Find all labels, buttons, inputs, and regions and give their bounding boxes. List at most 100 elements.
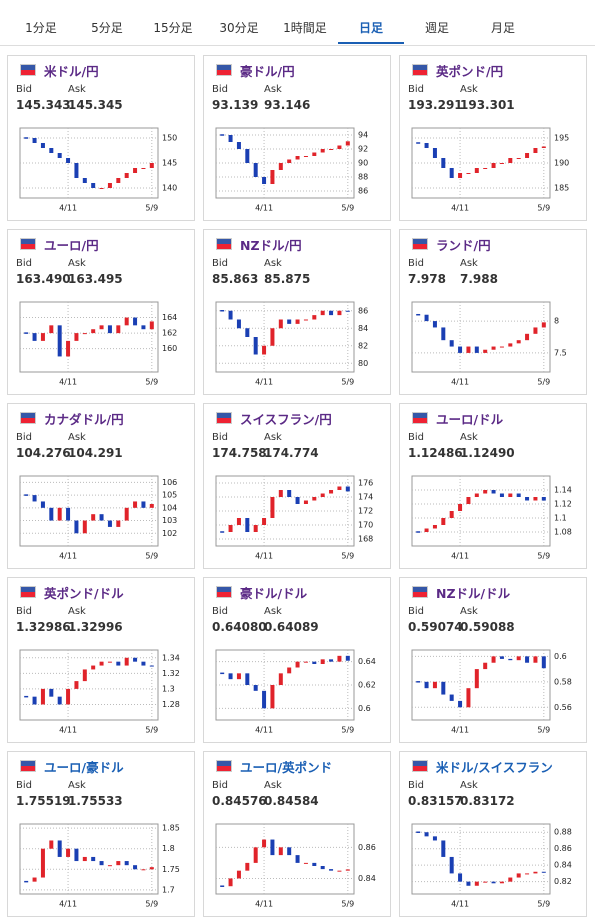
plot-frame — [19, 649, 159, 721]
pair-title[interactable]: 豪ドル/円 — [240, 64, 295, 79]
candle — [91, 665, 96, 670]
ask-label: Ask — [68, 606, 86, 617]
candle — [458, 700, 463, 708]
x-tick-label: 5/9 — [537, 552, 550, 561]
ask-value: 193.301 — [460, 98, 515, 112]
tab[interactable]: 5分足 — [91, 21, 123, 35]
pair-card[interactable]: ランド/円 Bid Ask 7.978 7.988 7.5 8 4/11 5/9 — [399, 229, 587, 395]
candle — [337, 486, 342, 490]
ask-label: Ask — [264, 84, 282, 95]
pair-title[interactable]: カナダドル/円 — [44, 412, 124, 427]
tab[interactable]: 15分足 — [153, 21, 193, 35]
candle — [66, 158, 71, 163]
tab-bar — [0, 0, 595, 46]
y-tick-label: 0.84 — [554, 861, 572, 870]
pair-title[interactable]: 英ポンド/円 — [436, 64, 504, 79]
tab[interactable]: 月足 — [490, 21, 515, 35]
pair-card[interactable]: 米ドル/スイスフラン Bid Ask 0.83157 0.83172 0.82 0.84 0.… — [399, 751, 587, 917]
bid-label: Bid — [212, 432, 228, 443]
y-tick-label: 1.08 — [554, 528, 572, 537]
flag-icon — [20, 412, 36, 424]
y-tick-label: 104 — [162, 503, 177, 512]
ask-label: Ask — [460, 258, 478, 269]
candle — [40, 333, 45, 341]
pair-card[interactable]: ユーロ/ドル Bid Ask 1.12486 1.12490 1.08 1.1 1.12 1.1… — [399, 403, 587, 569]
pair-card[interactable]: 英ポンド/ドル Bid Ask 1.32986 1.32996 1.28 1.3 1.32 1.… — [7, 577, 195, 743]
candle — [116, 178, 121, 183]
pair-title[interactable]: ユーロ/ドル — [436, 412, 504, 427]
mini-chart: 1.28 1.3 1.32 1.34 4/11 5/9 — [19, 649, 180, 735]
x-tick-label: 4/11 — [59, 552, 77, 561]
y-tick-label: 160 — [162, 344, 177, 353]
pair-card[interactable]: NZドル/円 Bid Ask 85.863 85.875 80 82 84 86 4/11 5/9 — [203, 229, 391, 395]
x-tick-label: 5/9 — [341, 204, 354, 213]
pair-card[interactable]: ユーロ/英ポンド Bid Ask 0.84576 0.84584 0.84 0.86 4/11… — [203, 751, 391, 917]
candle — [345, 869, 350, 871]
pair-title[interactable]: ランド/円 — [436, 238, 491, 253]
candle — [525, 333, 530, 341]
pair-card[interactable]: 英ポンド/円 Bid Ask 193.291 193.301 185 190 195 4/11 5… — [399, 55, 587, 221]
pair-card[interactable]: スイスフラン/円 Bid Ask 174.758 174.774 168 170 172 174… — [203, 403, 391, 569]
bid-value: 1.75519 — [16, 794, 71, 808]
x-tick-label: 5/9 — [145, 204, 158, 213]
ask-label: Ask — [264, 780, 282, 791]
candle — [32, 495, 37, 502]
x-tick-label: 4/11 — [255, 204, 273, 213]
candle — [491, 346, 496, 350]
pair-title[interactable]: 米ドル/スイスフラン — [436, 760, 553, 775]
pair-title[interactable]: ユーロ/円 — [44, 238, 99, 253]
pair-card[interactable]: ユーロ/豪ドル Bid Ask 1.75519 1.75533 1.7 1.75 1.8 1.8… — [7, 751, 195, 917]
mini-chart: 160 162 164 4/11 5/9 — [19, 301, 177, 387]
pair-card[interactable]: 米ドル/円 Bid Ask 145.343 145.345 140 145 150 4/11 5/… — [7, 55, 195, 221]
pair-card[interactable]: カナダドル/円 Bid Ask 104.276 104.291 102 103 104 105 1… — [7, 403, 195, 569]
bid-value: 1.12486 — [408, 446, 463, 460]
pair-card[interactable]: 豪ドル/ドル Bid Ask 0.64080 0.64089 0.6 0.62 0.64 4/1… — [203, 577, 391, 743]
flag-icon — [20, 586, 36, 598]
candle — [278, 163, 283, 170]
pair-title[interactable]: NZドル/ドル — [436, 586, 511, 601]
tab[interactable]: 週足 — [424, 21, 449, 35]
ask-label: Ask — [264, 432, 282, 443]
candle — [82, 669, 87, 682]
ask-value: 1.12490 — [460, 446, 515, 460]
x-tick-label: 4/11 — [255, 552, 273, 561]
candle — [245, 862, 250, 871]
candle — [458, 346, 463, 353]
pair-title[interactable]: ユーロ/英ポンド — [240, 760, 333, 775]
candle — [124, 317, 129, 326]
pair-card[interactable]: NZドル/ドル Bid Ask 0.59074 0.59088 0.56 0.58 0.6 4/… — [399, 577, 587, 743]
pair-title[interactable]: 米ドル/円 — [44, 64, 99, 79]
candle — [49, 148, 54, 153]
pair-card[interactable]: 豪ドル/円 Bid Ask 93.139 93.146 86 88 90 92 94 4/11 5/9 — [203, 55, 391, 221]
x-tick-label: 5/9 — [145, 378, 158, 387]
tab[interactable]: 1分足 — [25, 21, 57, 35]
bid-label: Bid — [16, 258, 32, 269]
tab[interactable]: 日足 — [338, 0, 404, 44]
tab[interactable]: 1時間足 — [283, 21, 327, 35]
candle — [483, 881, 488, 883]
x-tick-label: 4/11 — [59, 900, 77, 909]
tab[interactable]: 30分足 — [219, 21, 259, 35]
flag-icon — [412, 412, 428, 424]
pair-card[interactable]: ユーロ/円 Bid Ask 163.490 163.495 160 162 164 4/11 5/… — [7, 229, 195, 395]
candle — [149, 665, 154, 667]
pair-title[interactable]: 豪ドル/ドル — [240, 586, 308, 601]
pair-title[interactable]: NZドル/円 — [240, 238, 302, 253]
pair-title[interactable]: ユーロ/豪ドル — [44, 760, 124, 775]
candle — [107, 183, 112, 188]
candle — [124, 657, 129, 666]
y-tick-label: 90 — [358, 159, 368, 168]
x-tick-label: 4/11 — [451, 726, 469, 735]
mini-chart: 80 82 84 86 4/11 5/9 — [215, 301, 368, 387]
pair-title[interactable]: スイスフラン/円 — [240, 412, 332, 427]
flag-icon — [20, 238, 36, 250]
mini-chart: 1.7 1.75 1.8 1.85 4/11 5/9 — [19, 823, 180, 909]
y-tick-label: 140 — [162, 184, 177, 193]
pair-title[interactable]: 英ポンド/ドル — [44, 586, 124, 601]
candle — [474, 346, 479, 353]
candle — [458, 504, 463, 511]
bid-value: 0.84576 — [212, 794, 267, 808]
candle — [99, 861, 104, 866]
candle — [262, 839, 267, 848]
candle — [262, 518, 267, 525]
